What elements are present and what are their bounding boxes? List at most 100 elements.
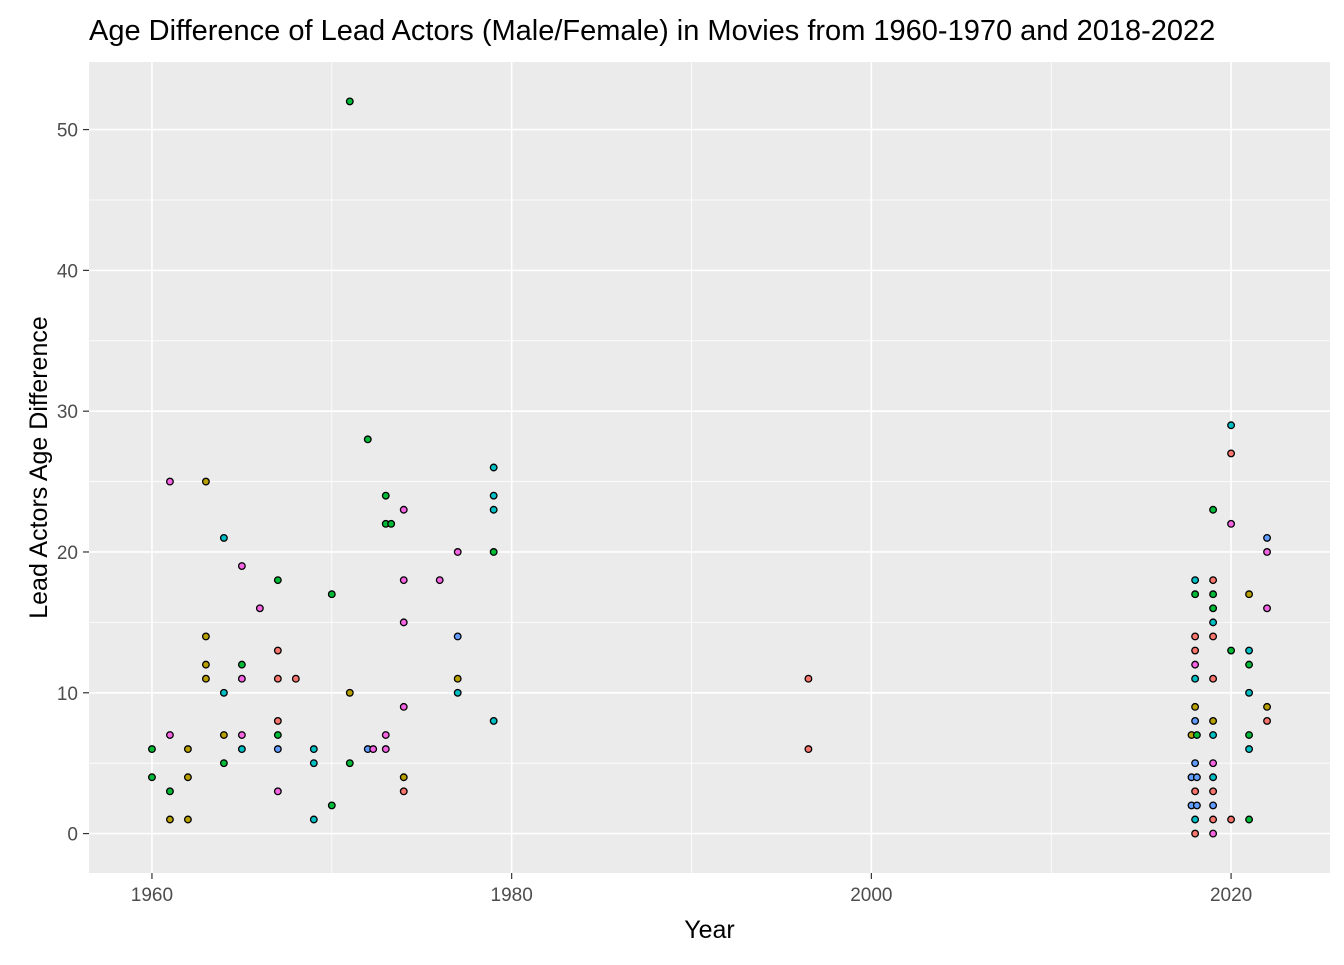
data-point [453, 674, 462, 683]
data-point [201, 674, 210, 683]
data-point [1191, 576, 1200, 585]
data-point [399, 505, 408, 514]
data-point [1191, 632, 1200, 641]
data-point [1191, 787, 1200, 796]
data-point [147, 745, 156, 754]
data-point [345, 759, 354, 768]
data-point [327, 590, 336, 599]
x-tick-label: 2000 [850, 885, 892, 906]
data-point [489, 716, 498, 725]
data-point [1209, 815, 1218, 824]
data-point [1263, 548, 1272, 556]
data-point [1192, 731, 1201, 739]
data-point [219, 533, 228, 542]
y-tick-label: 40 [57, 261, 78, 282]
data-point [1191, 759, 1200, 768]
data-point [1191, 815, 1200, 824]
data-point [1209, 773, 1218, 782]
data-point [399, 773, 408, 782]
data-point [1227, 646, 1236, 655]
data-point [237, 674, 246, 683]
data-point [399, 702, 408, 711]
data-point [345, 688, 354, 697]
data-point [1245, 731, 1254, 739]
data-point [1245, 745, 1254, 754]
data-point [273, 576, 282, 585]
data-point [369, 745, 378, 754]
y-axis-title: Lead Actors Age Difference [25, 316, 53, 619]
data-point [237, 731, 246, 739]
plot-panel [89, 62, 1330, 873]
data-point [309, 759, 318, 768]
data-point [1191, 590, 1200, 599]
data-point [1209, 674, 1218, 683]
data-point [804, 674, 813, 683]
y-tick-label: 30 [57, 402, 78, 423]
data-point [237, 562, 246, 571]
data-point [183, 773, 192, 782]
data-point [1263, 604, 1272, 613]
data-point [1192, 773, 1201, 782]
data-point [1191, 716, 1200, 725]
data-point [165, 731, 174, 739]
data-point [1191, 702, 1200, 711]
data-point [489, 505, 498, 514]
data-point [1209, 759, 1218, 768]
data-point [1192, 801, 1201, 810]
y-tick-label: 20 [57, 543, 78, 564]
data-point [255, 604, 264, 613]
data-point [435, 576, 444, 585]
data-point [237, 745, 246, 754]
data-point [1209, 716, 1218, 725]
data-point [1245, 688, 1254, 697]
x-axis-title: Year [684, 916, 735, 944]
data-point [201, 477, 210, 486]
data-point [1227, 519, 1236, 528]
data-point [381, 491, 390, 500]
data-point [1227, 815, 1236, 824]
data-points [147, 97, 1272, 838]
data-point [273, 787, 282, 796]
data-point [1209, 632, 1218, 641]
data-point [1263, 533, 1272, 542]
data-point [183, 745, 192, 754]
data-point [237, 660, 246, 669]
data-point [165, 787, 174, 796]
data-point [273, 731, 282, 739]
data-point [381, 745, 390, 754]
data-point [1209, 731, 1218, 739]
data-point [1209, 829, 1218, 838]
x-tick-label: 1960 [131, 885, 173, 906]
data-point [1209, 590, 1218, 599]
data-point [1209, 787, 1218, 796]
data-point [399, 576, 408, 585]
data-point [345, 97, 354, 106]
data-point [1245, 590, 1254, 599]
data-point [291, 674, 300, 683]
data-point [273, 716, 282, 725]
data-point [309, 745, 318, 754]
data-point [1245, 646, 1254, 655]
data-point [1209, 618, 1218, 627]
data-point [1245, 660, 1254, 669]
data-point [1245, 815, 1254, 824]
data-point [1191, 646, 1200, 655]
y-tick-label: 10 [57, 684, 78, 705]
data-point [1209, 604, 1218, 613]
data-point [1209, 576, 1218, 585]
data-point [387, 519, 396, 528]
data-point [1227, 449, 1236, 458]
data-point [804, 745, 813, 754]
data-point [381, 731, 390, 739]
data-point [219, 688, 228, 697]
gridlines [89, 62, 1330, 873]
data-point [1191, 674, 1200, 683]
data-point [147, 773, 156, 782]
data-point [219, 731, 228, 739]
y-tick-label: 0 [67, 825, 78, 846]
data-point [1227, 421, 1236, 430]
data-point [489, 463, 498, 472]
data-point [201, 632, 210, 641]
data-point [1191, 829, 1200, 838]
